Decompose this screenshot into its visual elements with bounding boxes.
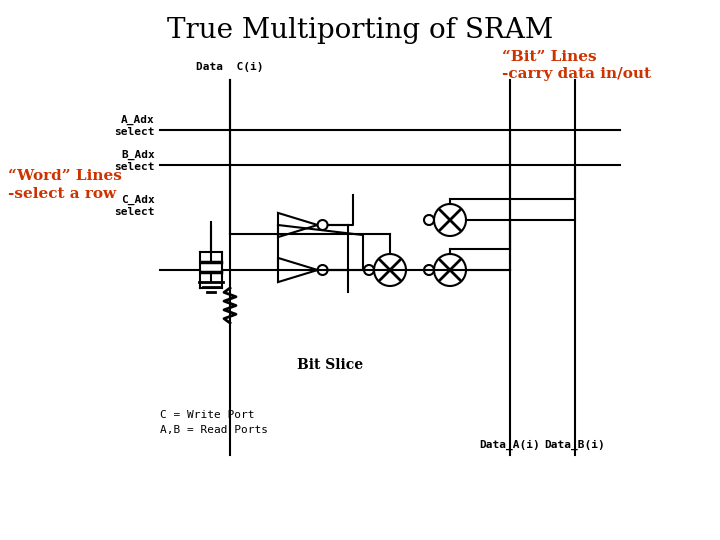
Text: Data  C(i): Data C(i) <box>197 62 264 72</box>
Text: “Word” Lines
-select a row: “Word” Lines -select a row <box>8 170 122 201</box>
Text: B_Adx
select: B_Adx select <box>114 150 155 172</box>
Text: Data_B(i): Data_B(i) <box>544 440 606 450</box>
Text: C = Write Port
A,B = Read Ports: C = Write Port A,B = Read Ports <box>160 410 268 435</box>
Text: Data_A(i): Data_A(i) <box>480 440 541 450</box>
Text: A_Adx
select: A_Adx select <box>114 114 155 137</box>
Text: C_Adx
select: C_Adx select <box>114 195 155 217</box>
Text: “Bit” Lines
-carry data in/out: “Bit” Lines -carry data in/out <box>502 50 651 82</box>
Text: True Multiporting of SRAM: True Multiporting of SRAM <box>167 17 553 44</box>
Text: Bit Slice: Bit Slice <box>297 358 363 372</box>
